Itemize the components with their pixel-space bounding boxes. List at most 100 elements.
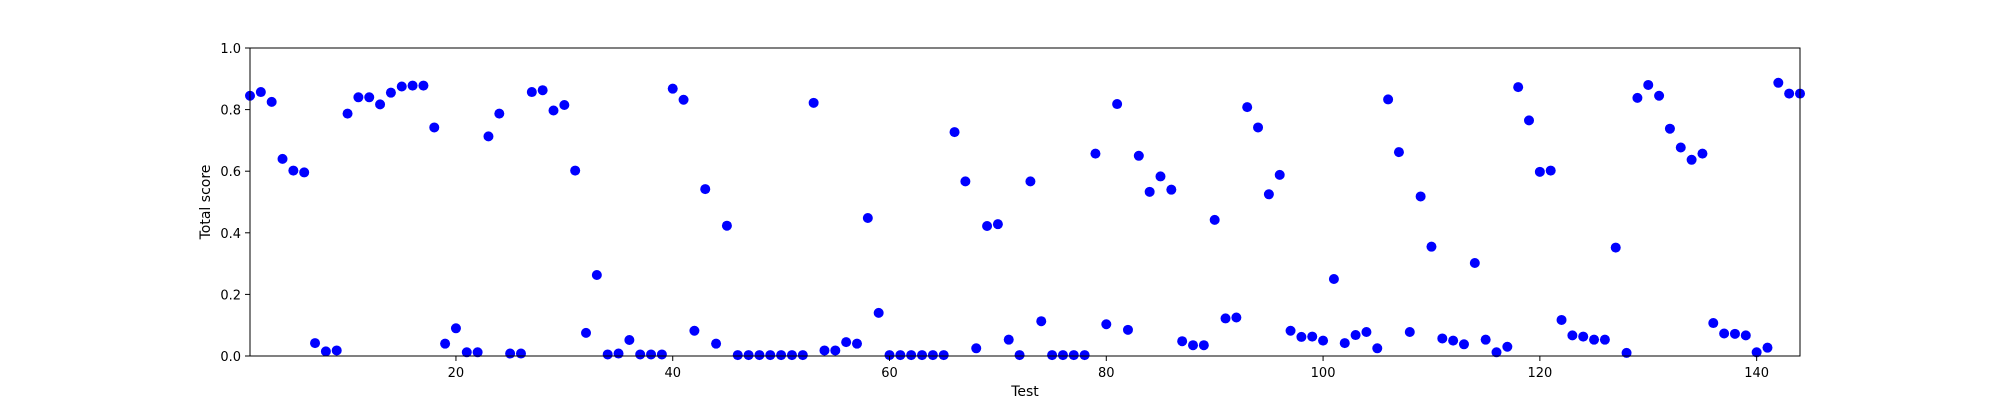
data-point xyxy=(1599,334,1610,345)
data-point xyxy=(1719,328,1730,339)
data-point xyxy=(1122,324,1133,335)
data-point xyxy=(1231,312,1242,323)
data-point xyxy=(1090,148,1101,159)
data-points xyxy=(245,77,1805,361)
data-point xyxy=(1318,335,1329,346)
data-point xyxy=(1274,169,1285,180)
data-point xyxy=(1664,123,1675,134)
data-point xyxy=(1068,350,1079,361)
data-point xyxy=(526,87,537,98)
y-tick-label: 0.6 xyxy=(220,165,241,180)
data-point xyxy=(1188,340,1199,351)
data-point xyxy=(1524,115,1535,126)
data-point xyxy=(1036,316,1047,327)
data-point xyxy=(743,350,754,361)
data-point xyxy=(255,87,266,98)
data-point xyxy=(797,350,808,361)
data-point xyxy=(1534,166,1545,177)
data-point xyxy=(1740,330,1751,341)
data-point xyxy=(277,153,288,164)
data-point xyxy=(1155,171,1166,182)
data-point xyxy=(646,349,657,360)
data-point xyxy=(1708,318,1719,329)
data-point xyxy=(1350,330,1361,341)
data-point xyxy=(1328,274,1339,284)
data-point xyxy=(971,343,982,354)
data-point xyxy=(407,80,418,91)
data-point xyxy=(483,131,494,142)
data-point xyxy=(602,349,613,360)
data-point xyxy=(418,80,429,91)
x-tick-label: 20 xyxy=(448,366,465,381)
x-tick-label: 100 xyxy=(1311,366,1336,381)
data-point xyxy=(786,350,797,361)
x-tick-label: 140 xyxy=(1744,366,1769,381)
data-point xyxy=(927,350,938,361)
data-point xyxy=(906,350,917,361)
data-point xyxy=(1209,214,1220,225)
x-axis-ticks: 20 40 60 80 100 120 140 xyxy=(448,356,1769,381)
data-point xyxy=(1556,314,1567,325)
data-point xyxy=(1220,313,1231,324)
data-point xyxy=(1133,150,1144,161)
data-point xyxy=(700,184,711,195)
data-point xyxy=(1502,341,1513,352)
data-point xyxy=(949,127,960,138)
data-point xyxy=(917,350,928,361)
data-point xyxy=(1307,331,1318,342)
y-tick-label: 0.8 xyxy=(220,104,241,119)
data-point xyxy=(776,350,787,361)
data-point xyxy=(440,338,451,349)
data-point xyxy=(1014,350,1025,361)
data-point xyxy=(1545,165,1556,176)
data-point xyxy=(1751,347,1762,358)
data-point xyxy=(1263,189,1274,200)
data-point xyxy=(765,350,776,361)
data-point xyxy=(678,94,689,105)
data-point xyxy=(342,108,353,119)
data-point xyxy=(494,108,505,119)
data-point xyxy=(1361,326,1372,337)
data-point xyxy=(851,338,862,349)
data-point xyxy=(472,347,483,358)
data-point xyxy=(1480,334,1491,345)
data-point xyxy=(1198,340,1209,351)
data-point xyxy=(613,348,624,359)
data-point xyxy=(1458,339,1469,350)
data-point xyxy=(1632,92,1643,103)
data-point xyxy=(1047,350,1058,361)
data-point xyxy=(1448,335,1459,346)
y-tick-label: 1.0 xyxy=(220,42,241,57)
data-point xyxy=(559,99,570,110)
x-tick-label: 120 xyxy=(1527,366,1552,381)
data-point xyxy=(1025,176,1036,187)
y-tick-label: 0.2 xyxy=(220,288,241,303)
data-point xyxy=(537,85,548,96)
data-point xyxy=(581,327,592,338)
data-point xyxy=(1578,331,1589,342)
data-point xyxy=(624,334,635,345)
data-point xyxy=(1003,334,1014,345)
data-point xyxy=(1610,242,1621,253)
data-point xyxy=(396,81,407,92)
data-point xyxy=(667,83,678,94)
data-point xyxy=(830,345,841,356)
data-point xyxy=(1404,326,1415,337)
data-point xyxy=(1589,334,1600,345)
data-point xyxy=(1784,88,1795,99)
data-point xyxy=(1567,330,1578,341)
data-point xyxy=(873,307,884,318)
data-point xyxy=(1654,90,1665,101)
data-point xyxy=(320,346,331,357)
data-point xyxy=(1643,79,1654,90)
data-point xyxy=(450,323,461,334)
data-point xyxy=(1057,350,1068,361)
data-point xyxy=(689,325,700,336)
y-tick-label: 0.0 xyxy=(220,350,241,365)
data-point xyxy=(1144,186,1155,197)
data-point xyxy=(1296,331,1307,342)
data-point xyxy=(1166,184,1177,195)
data-point xyxy=(505,348,516,359)
data-point xyxy=(591,269,602,280)
x-tick-label: 40 xyxy=(664,366,681,381)
